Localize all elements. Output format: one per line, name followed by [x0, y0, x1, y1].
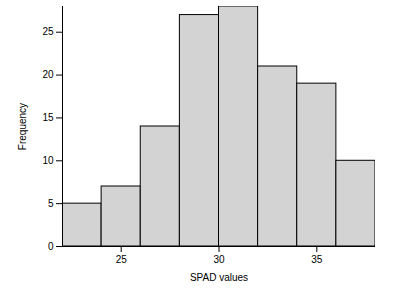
- svg-text:10: 10: [42, 155, 54, 166]
- svg-text:30: 30: [213, 254, 225, 265]
- svg-text:25: 25: [116, 254, 128, 265]
- svg-text:Frequency: Frequency: [17, 103, 28, 150]
- svg-text:20: 20: [42, 69, 54, 80]
- svg-text:SPAD values: SPAD values: [190, 272, 248, 283]
- svg-text:35: 35: [311, 254, 323, 265]
- svg-text:15: 15: [42, 112, 54, 123]
- svg-text:0: 0: [48, 241, 54, 252]
- svg-text:5: 5: [48, 198, 54, 209]
- svg-text:25: 25: [42, 26, 54, 37]
